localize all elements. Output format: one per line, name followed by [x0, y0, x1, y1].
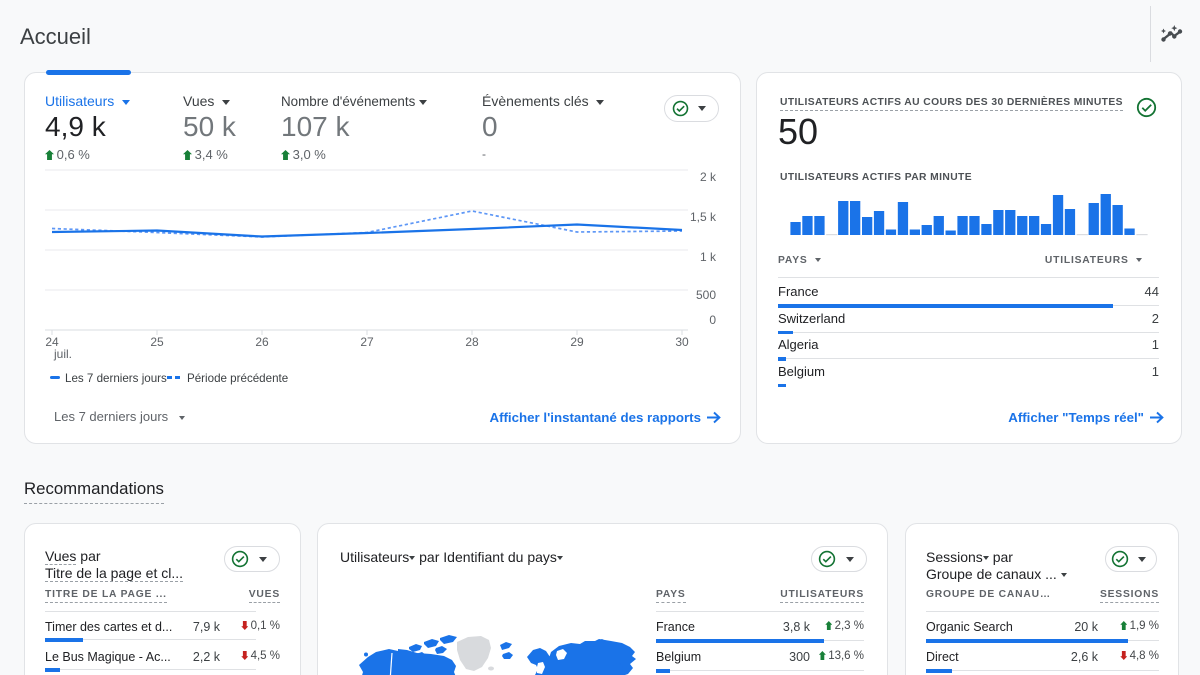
svg-text:25: 25 [150, 335, 164, 349]
svg-text:2 k: 2 k [700, 170, 717, 184]
svg-text:28: 28 [465, 335, 479, 349]
svg-text:0: 0 [709, 313, 716, 327]
svg-text:29: 29 [570, 335, 584, 349]
svg-text:juil.: juil. [53, 347, 72, 361]
svg-text:1,5 k: 1,5 k [690, 210, 717, 224]
svg-text:26: 26 [255, 335, 269, 349]
svg-text:27: 27 [360, 335, 374, 349]
svg-text:1 k: 1 k [700, 250, 717, 264]
svg-text:24: 24 [45, 335, 59, 349]
svg-text:500: 500 [696, 288, 716, 302]
svg-text:30: 30 [675, 335, 689, 349]
